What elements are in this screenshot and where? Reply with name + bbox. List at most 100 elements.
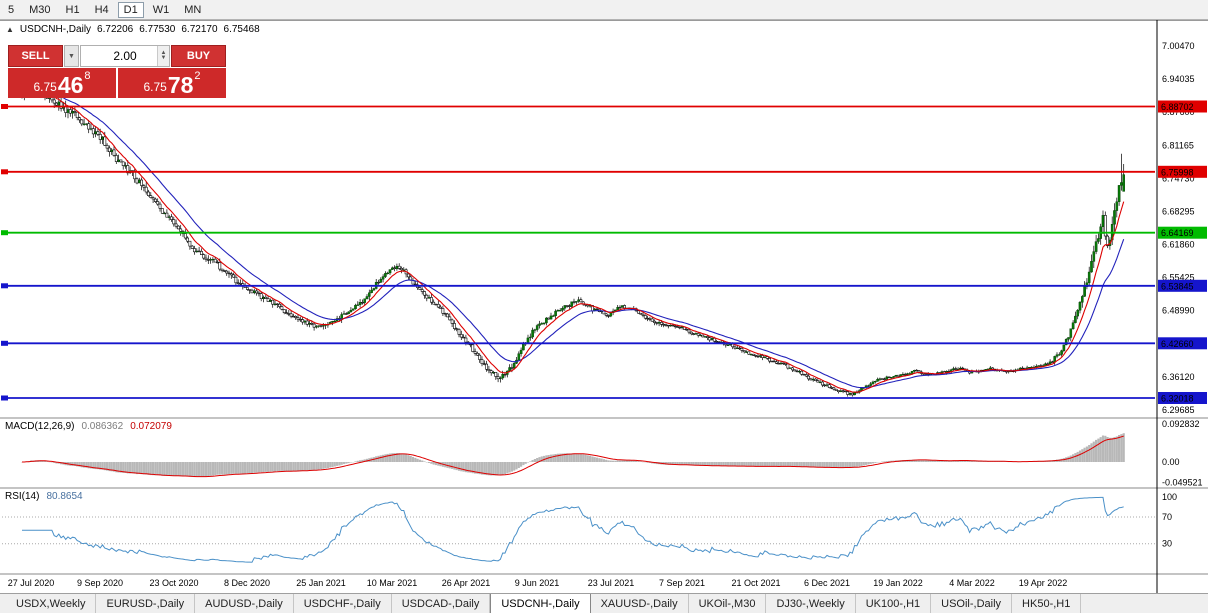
date-axis-label: 26 Apr 2021 (442, 578, 491, 588)
date-axis-label: 21 Oct 2021 (731, 578, 780, 588)
price-axis-label: 6.68295 (1162, 207, 1195, 217)
timeframe-button-h4[interactable]: H4 (94, 3, 109, 16)
chart-tab-usdx-weekly[interactable]: USDX,Weekly (6, 594, 97, 613)
price-axis-label: 6.48990 (1162, 306, 1195, 316)
price-level-axis-badge (1158, 279, 1207, 292)
spinner-down-icon[interactable]: ▼ (160, 55, 167, 61)
price-level-start-marker (1, 169, 8, 175)
date-axis-label: 9 Sep 2020 (77, 578, 123, 588)
ask-big-digits: 78 (167, 72, 194, 98)
volume-spinner[interactable]: ▲ ▼ (157, 46, 169, 66)
ask-price-display[interactable]: 6.75 78 2 (118, 68, 226, 98)
chevron-down-icon: ▼ (68, 52, 75, 60)
date-axis-label: 19 Jan 2022 (873, 578, 923, 588)
price-level-start-marker (1, 395, 8, 401)
timeframe-button-w1[interactable]: W1 (152, 3, 170, 16)
slow-ma-line (21, 90, 1125, 389)
macd-axis-label: 0.00 (1162, 457, 1180, 467)
ohlc-open: 6.72206 (97, 24, 134, 35)
timeframe-button-d1[interactable]: D1 (117, 1, 144, 18)
price-level-axis-badge (1158, 392, 1207, 404)
trade-panel-controls: SELL ▼ 2.00 ▲ ▼ BUY (8, 45, 226, 67)
macd-axis-label: -0.049521 (1162, 477, 1203, 487)
date-axis-label: 19 Apr 2022 (1019, 578, 1068, 588)
ohlc-close: 6.75468 (223, 24, 260, 35)
rsi-line (22, 496, 1124, 563)
volume-value: 2.00 (113, 49, 137, 63)
bid-pip-digit: 8 (84, 70, 91, 82)
svg-text:6.64169: 6.64169 (1161, 228, 1194, 238)
ohlc-high: 6.77530 (139, 24, 176, 35)
bid-prefix: 6.75 (33, 80, 57, 94)
price-level-axis-badge (1158, 337, 1207, 350)
chart-tab-hk50-h1[interactable]: HK50-,H1 (1012, 594, 1082, 613)
chart-header: ▲ USDCNH-,Daily 6.72206 6.77530 6.72170 … (6, 24, 260, 35)
chart-tab-xauusd-daily[interactable]: XAUUSD-,Daily (591, 594, 689, 613)
volume-dropdown-button[interactable]: ▼ (64, 45, 79, 67)
macd-axis-label: 0.092832 (1162, 419, 1200, 429)
price-level-start-marker (1, 104, 8, 109)
price-level-start-marker (1, 340, 8, 346)
trade-panel-prices: 6.75 46 8 6.75 78 2 (8, 68, 226, 98)
price-axis-label: 7.00470 (1162, 41, 1195, 51)
candles-layer (20, 78, 1125, 397)
buy-button[interactable]: BUY (171, 45, 226, 67)
timeframe-button-5[interactable]: 5 (8, 3, 15, 16)
rsi-indicator-header: RSI(14) 80.8654 (5, 491, 83, 502)
price-axis-label: 6.81165 (1162, 140, 1194, 150)
chart-tab-usdchf-daily[interactable]: USDCHF-,Daily (294, 594, 392, 613)
price-level-axis-badge (1158, 165, 1207, 178)
svg-text:6.75998: 6.75998 (1161, 167, 1194, 177)
chart-canvas[interactable]: 7.004706.940356.876006.811656.747306.682… (0, 20, 1208, 593)
bid-big-digits: 46 (57, 72, 84, 98)
chart-tab-eurusd-daily[interactable]: EURUSD-,Daily (96, 594, 196, 613)
macd-signal-value: 0.072079 (130, 421, 172, 432)
svg-text:6.32018: 6.32018 (1161, 394, 1194, 404)
timeframe-button-h1[interactable]: H1 (65, 3, 80, 16)
chart-tab-usoil-daily[interactable]: USOil-,Daily (931, 594, 1013, 613)
date-axis-label: 27 Jul 2020 (8, 578, 55, 588)
date-axis-label: 4 Mar 2022 (949, 578, 995, 588)
date-axis-label: 6 Dec 2021 (804, 578, 850, 588)
rsi-axis-label: 70 (1162, 512, 1172, 522)
price-axis-label: 6.36120 (1162, 372, 1195, 382)
ask-prefix: 6.75 (143, 80, 167, 94)
timeframe-button-m30[interactable]: M30 (29, 3, 51, 16)
price-level-start-marker (1, 230, 8, 236)
spinner-up-icon[interactable]: ▲ (160, 50, 167, 56)
chart-tabs-bar: USDX,Weekly EURUSD-,Daily AUDUSD-,Daily USD… (0, 593, 1208, 613)
rsi-value: 80.8654 (46, 491, 83, 502)
chart-tab-audusd-daily[interactable]: AUDUSD-,Daily (195, 594, 294, 613)
volume-input[interactable]: 2.00 ▲ ▼ (80, 45, 170, 67)
date-axis-label: 8 Dec 2020 (224, 578, 270, 588)
fast-ma-line (21, 88, 1125, 393)
ask-pip-digit: 2 (194, 70, 201, 82)
price-level-axis-badge (1158, 226, 1207, 239)
macd-layer (20, 433, 1125, 478)
macd-title: MACD(12,26,9) (5, 421, 75, 432)
rsi-layer (22, 496, 1124, 563)
timeframe-button-mn[interactable]: MN (184, 3, 202, 16)
chart-tab-uk100-h1[interactable]: UK100-,H1 (856, 594, 932, 613)
collapse-trade-panel-icon[interactable]: ▲ (6, 25, 14, 34)
chart-tab-usdcnh-daily[interactable]: USDCNH-,Daily (490, 594, 591, 613)
price-level-axis-badge (1158, 100, 1207, 113)
date-axis-label: 25 Jan 2021 (296, 578, 346, 588)
date-axis-label: 23 Oct 2020 (149, 578, 198, 588)
price-axis-label: 6.74730 (1162, 173, 1195, 183)
rsi-axis-label: 30 (1162, 539, 1172, 549)
price-axis-label: 6.94035 (1162, 74, 1195, 84)
chart-tab-ukoil-m30[interactable]: UKOil-,M30 (689, 594, 767, 613)
price-axis-label: 6.55425 (1162, 273, 1195, 283)
ohlc-low: 6.72170 (181, 24, 218, 35)
sell-button[interactable]: SELL (8, 45, 63, 67)
rsi-axis-label: 100 (1162, 492, 1177, 502)
date-axis-label: 23 Jul 2021 (588, 578, 635, 588)
bid-price-display[interactable]: 6.75 46 8 (8, 68, 116, 98)
chart-tab-usdcad-daily[interactable]: USDCAD-,Daily (392, 594, 491, 613)
price-level-start-marker (1, 283, 8, 289)
chart-tab-dj30-weekly[interactable]: DJ30-,Weekly (766, 594, 856, 613)
date-axis-label: 9 Jun 2021 (515, 578, 560, 588)
macd-indicator-header: MACD(12,26,9) 0.086362 0.072079 (5, 421, 172, 432)
